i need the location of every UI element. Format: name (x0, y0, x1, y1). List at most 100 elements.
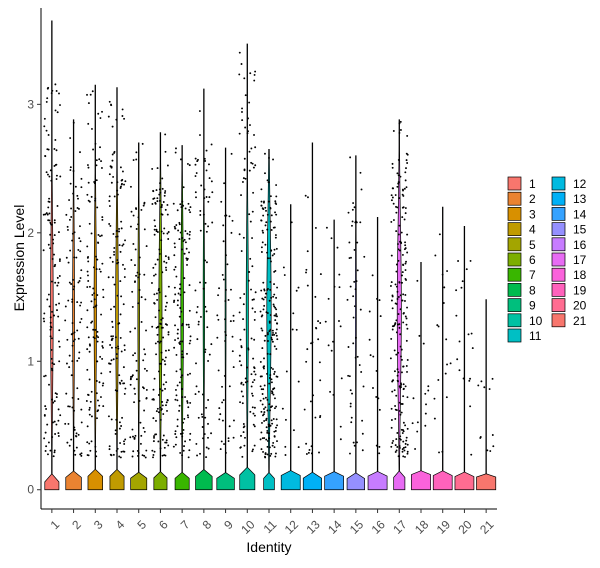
data-point (111, 159, 114, 162)
data-point (160, 318, 163, 321)
data-point (107, 415, 110, 418)
data-point (249, 410, 252, 413)
y-tick-label: 3 (27, 97, 34, 111)
data-point (86, 270, 89, 273)
data-point (197, 158, 199, 161)
data-point (438, 451, 440, 454)
data-point (359, 171, 362, 174)
data-point (91, 127, 93, 130)
data-point (196, 454, 199, 457)
data-point (254, 164, 257, 167)
data-point (361, 432, 364, 435)
data-point (402, 321, 405, 324)
data-point (115, 235, 118, 238)
data-point (399, 129, 402, 131)
data-point (96, 294, 99, 296)
data-point (155, 292, 158, 295)
data-point (446, 270, 449, 272)
data-point (174, 324, 176, 327)
data-point (275, 334, 278, 337)
data-point (194, 393, 197, 396)
data-point (160, 409, 163, 411)
legend-key-6 (507, 252, 522, 267)
data-point (273, 373, 276, 375)
data-point (397, 248, 400, 251)
data-point (87, 336, 90, 339)
legend-label-7: 7 (529, 268, 536, 282)
data-point (251, 265, 254, 268)
data-point (449, 362, 452, 365)
data-point (402, 189, 404, 192)
data-point (178, 381, 181, 384)
data-point (261, 229, 264, 232)
data-point (87, 181, 90, 184)
legend-key-13 (551, 191, 566, 206)
data-point (403, 218, 406, 221)
data-point (164, 191, 166, 194)
data-point (254, 291, 257, 294)
data-point (102, 382, 105, 385)
data-point (50, 326, 53, 329)
data-point (205, 169, 208, 172)
data-point (142, 427, 145, 429)
data-point (353, 444, 356, 447)
data-point (404, 424, 407, 427)
data-point (45, 100, 48, 103)
data-point (438, 233, 441, 236)
data-point (93, 298, 96, 301)
data-point (73, 409, 76, 412)
data-point (267, 200, 270, 203)
data-point (238, 233, 241, 236)
data-point (178, 341, 181, 344)
data-point (275, 195, 278, 198)
data-point (145, 245, 148, 248)
data-point (398, 446, 401, 449)
data-point (90, 390, 93, 393)
data-point (89, 344, 91, 347)
data-point (179, 283, 182, 286)
data-point (165, 404, 167, 407)
data-point (51, 89, 54, 92)
data-point (56, 276, 59, 279)
data-point (179, 451, 182, 454)
data-point (58, 260, 61, 262)
data-point (273, 370, 276, 373)
data-point (239, 401, 242, 404)
x-tick-label-16: 16 (369, 517, 389, 537)
data-point (243, 168, 246, 171)
x-tick-label-14: 14 (325, 517, 345, 537)
data-point (120, 379, 123, 382)
data-point (154, 342, 157, 345)
data-point (69, 166, 72, 169)
data-point (77, 398, 80, 400)
data-point (252, 166, 255, 169)
data-point (186, 400, 189, 403)
data-point (53, 221, 56, 224)
data-point (263, 339, 266, 342)
data-point (80, 408, 83, 411)
data-point (272, 441, 275, 444)
violin-12 (280, 204, 301, 491)
data-point (113, 250, 116, 253)
data-point (260, 219, 263, 222)
data-point (470, 332, 473, 335)
data-point (402, 365, 405, 368)
data-point (422, 342, 425, 345)
data-point (162, 413, 165, 415)
data-point (110, 165, 113, 168)
data-point (95, 164, 98, 167)
data-point (80, 452, 83, 455)
data-point (134, 327, 137, 330)
data-point (396, 172, 399, 175)
data-point (152, 417, 155, 420)
violin-6 (153, 132, 168, 491)
data-point (405, 365, 408, 367)
data-point (222, 224, 225, 227)
data-point (314, 295, 317, 298)
data-point (402, 387, 405, 390)
data-point (164, 295, 167, 298)
data-point (89, 400, 92, 403)
data-point (155, 326, 158, 329)
data-point (349, 285, 352, 288)
